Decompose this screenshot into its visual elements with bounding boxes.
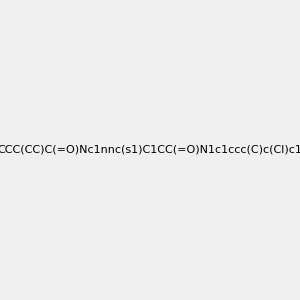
Text: CCC(CC)C(=O)Nc1nnc(s1)C1CC(=O)N1c1ccc(C)c(Cl)c1: CCC(CC)C(=O)Nc1nnc(s1)C1CC(=O)N1c1ccc(C)…	[0, 145, 300, 155]
